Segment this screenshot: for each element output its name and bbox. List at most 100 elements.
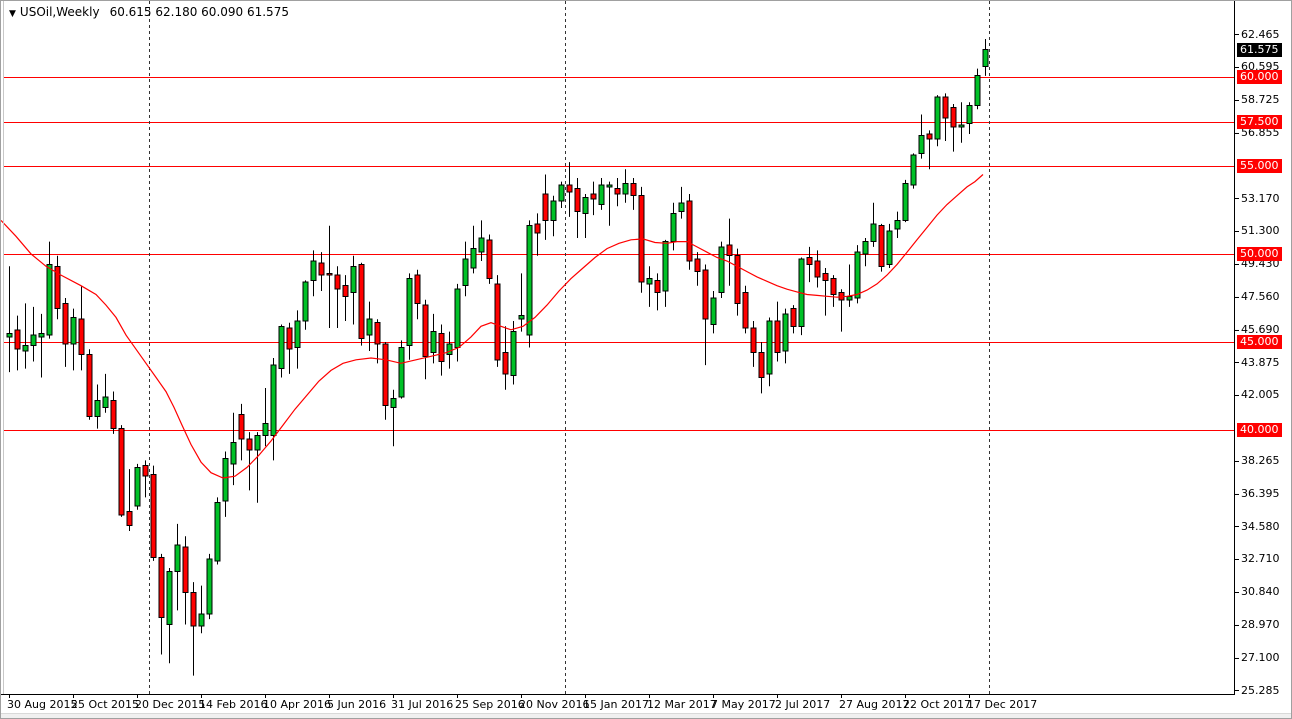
candle — [310, 260, 317, 281]
candle — [974, 75, 981, 107]
candle — [982, 49, 989, 68]
candle — [806, 256, 813, 266]
candle — [142, 465, 149, 477]
candle — [846, 295, 853, 301]
candle — [686, 200, 693, 262]
candle — [830, 278, 837, 296]
price-tick-label: 58.725 — [1241, 93, 1280, 107]
candle — [6, 332, 13, 338]
candle — [374, 322, 381, 345]
candle — [478, 237, 485, 253]
candle — [382, 343, 389, 407]
candle — [518, 315, 525, 320]
collapse-triangle-icon[interactable]: ▼ — [9, 9, 16, 19]
date-tick-label: 22 Oct 2017 — [903, 698, 972, 711]
date-tick-label: 20 Nov 2016 — [519, 698, 590, 711]
candle — [750, 327, 757, 354]
date-tick-label: 25 Oct 2015 — [71, 698, 140, 711]
candle — [454, 288, 461, 348]
candle — [438, 332, 445, 363]
candle — [254, 435, 261, 451]
candle — [774, 320, 781, 354]
candle — [470, 248, 477, 269]
candle — [894, 219, 901, 230]
candle — [814, 260, 821, 278]
date-tick-label: 17 Dec 2017 — [967, 698, 1038, 711]
date-tick-label: 10 Apr 2016 — [263, 698, 332, 711]
candle — [486, 239, 493, 280]
candle — [734, 255, 741, 304]
candle — [766, 320, 773, 375]
candle — [582, 196, 589, 214]
candle — [174, 544, 181, 573]
candle — [414, 274, 421, 304]
candle — [46, 264, 53, 336]
candle — [14, 329, 21, 350]
candle — [214, 502, 221, 562]
candle — [902, 182, 909, 221]
candle — [334, 274, 341, 290]
candle — [862, 241, 869, 255]
ohlc-quote-label: 60.615 62.180 60.090 61.575 — [109, 5, 289, 19]
candle — [422, 304, 429, 357]
candle — [710, 297, 717, 326]
price-tick-label: 43.875 — [1241, 355, 1280, 369]
candle — [886, 230, 893, 266]
date-tick-label: 25 Sep 2016 — [455, 698, 525, 711]
candle — [38, 332, 45, 338]
candle — [286, 327, 293, 350]
candle — [782, 313, 789, 352]
price-tick-label: 38.265 — [1241, 454, 1280, 468]
price-tick-label: 27.100 — [1241, 651, 1280, 665]
candle — [462, 258, 469, 287]
candle — [614, 188, 621, 195]
candle — [790, 308, 797, 327]
candle — [822, 272, 829, 281]
date-tick-label: 2 Jul 2017 — [775, 698, 831, 711]
candle — [222, 458, 229, 502]
candle — [94, 399, 101, 417]
candle — [942, 96, 949, 119]
level-price-tag: 45.000 — [1237, 335, 1282, 350]
date-tick-label: 20 Dec 2015 — [135, 698, 206, 711]
candle — [878, 225, 885, 267]
date-tick-label: 7 May 2017 — [711, 698, 776, 711]
candle — [30, 334, 37, 347]
candle — [78, 318, 85, 356]
candle — [246, 438, 253, 451]
candle — [598, 184, 605, 206]
candle — [206, 558, 213, 615]
candle — [534, 223, 541, 234]
candle — [430, 331, 437, 354]
candle — [702, 269, 709, 320]
moving-average-line[interactable] — [1, 174, 984, 479]
candle — [678, 202, 685, 213]
candle — [70, 316, 77, 345]
price-tick-label: 56.855 — [1241, 126, 1280, 140]
candle — [558, 184, 565, 202]
candle — [622, 182, 629, 195]
candle — [390, 398, 397, 408]
candle — [190, 592, 197, 627]
candle — [182, 546, 189, 594]
level-price-tag: 60.000 — [1237, 70, 1282, 85]
candle — [262, 422, 269, 437]
level-price-tag: 57.500 — [1237, 114, 1282, 129]
date-tick-label: 14 Feb 2016 — [199, 698, 268, 711]
candle — [342, 285, 349, 297]
candle — [870, 223, 877, 243]
date-tick-label: 31 Jul 2016 — [391, 698, 454, 711]
candle — [606, 184, 613, 188]
candle — [590, 193, 597, 200]
candle — [86, 354, 93, 417]
candle — [398, 346, 405, 398]
candle — [350, 265, 357, 294]
date-tick-label: 30 Aug 2015 — [7, 698, 78, 711]
candle — [238, 413, 245, 440]
candle — [574, 188, 581, 213]
candle — [318, 262, 325, 276]
date-tick-label: 27 Aug 2017 — [839, 698, 910, 711]
